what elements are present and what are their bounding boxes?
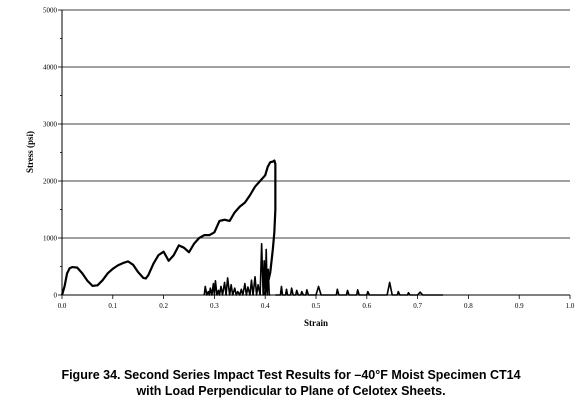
x-tick-label: 0.1 xyxy=(108,302,117,310)
y-tick-label: 3000 xyxy=(43,121,58,129)
y-tick-label: 2000 xyxy=(43,178,58,186)
series-line-3 xyxy=(275,281,443,296)
x-axis-title: Strain xyxy=(304,318,328,328)
y-tick-label: 0 xyxy=(54,292,58,300)
series-line-1 xyxy=(60,159,277,296)
x-tick-label: 0.0 xyxy=(58,302,67,310)
gridlines xyxy=(62,9,570,239)
x-tick-label: 0.6 xyxy=(362,302,371,310)
stress-strain-chart: 0.0 0.1 0.2 0.3 0.4 0.5 0.6 0.7 0.8 0.9 1.0 0 1000 2… xyxy=(25,7,575,329)
plot-area xyxy=(61,10,570,296)
series-group xyxy=(60,159,443,296)
x-tick-label: 0.3 xyxy=(210,302,219,310)
y-tick-label: 1000 xyxy=(43,235,58,243)
x-tick-label: 0.5 xyxy=(312,302,321,310)
axis-ticks xyxy=(58,9,571,299)
x-tick-label: 1.0 xyxy=(566,302,575,310)
series-line-2 xyxy=(203,242,271,296)
y-axis-title: Stress (psi) xyxy=(25,131,35,173)
x-tick-label: 0.2 xyxy=(159,302,168,310)
x-tick-label: 0.7 xyxy=(413,302,422,310)
figure-caption-line-1: Figure 34. Second Series Impact Test Res… xyxy=(61,368,521,382)
x-tick-label: 0.4 xyxy=(261,302,270,310)
y-tick-label: 5000 xyxy=(43,7,58,15)
x-tick-labels: 0.0 0.1 0.2 0.3 0.4 0.5 0.6 0.7 0.8 0.9 1.0 xyxy=(58,302,575,310)
figure-caption-line-2: with Load Perpendicular to Plane of Celo… xyxy=(136,384,446,398)
x-tick-label: 0.9 xyxy=(515,302,524,310)
y-tick-labels: 0 1000 2000 3000 4000 5000 xyxy=(43,7,58,300)
x-tick-label: 0.8 xyxy=(464,302,473,310)
y-tick-label: 4000 xyxy=(43,64,58,72)
